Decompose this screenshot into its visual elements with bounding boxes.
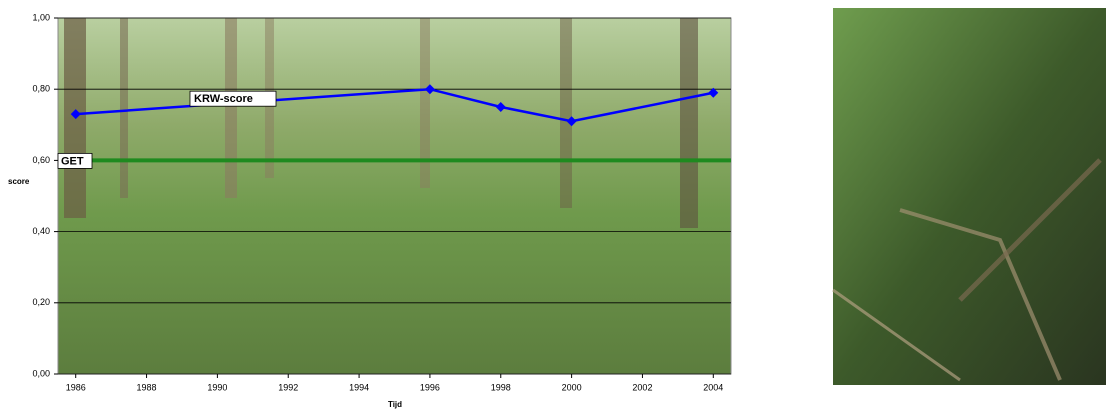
x-tick-label: 1992 — [278, 382, 298, 392]
x-tick-label: 1998 — [491, 382, 511, 392]
chart: score Tijd 0,00 0,20 0,40 0,60 0,80 1,00 1986 1… — [0, 0, 1106, 409]
x-axis-label: Tijd — [388, 400, 402, 409]
reference-label: GET — [61, 155, 84, 167]
x-tick-label: 2000 — [562, 382, 582, 392]
x-tick-label: 1986 — [66, 382, 86, 392]
y-axis-label: score — [8, 177, 30, 186]
x-tick-label: 2002 — [632, 382, 652, 392]
y-tick-label: 0,60 — [32, 155, 50, 165]
side-photo — [833, 8, 1106, 385]
y-tick-label: 1,00 — [32, 12, 50, 22]
y-tick-label: 0,20 — [32, 297, 50, 307]
y-tick-label: 0,40 — [32, 226, 50, 236]
x-tick-label: 1988 — [137, 382, 157, 392]
x-tick-label: 1990 — [207, 382, 227, 392]
x-tick-label: 1996 — [420, 382, 440, 392]
x-tick-label: 1994 — [349, 382, 369, 392]
y-tick-label: 0,80 — [32, 84, 50, 94]
y-tick-label: 0,00 — [32, 368, 50, 378]
background-photo — [58, 18, 731, 374]
series-label: KRW-score — [194, 93, 253, 105]
x-tick-label: 2004 — [703, 382, 723, 392]
